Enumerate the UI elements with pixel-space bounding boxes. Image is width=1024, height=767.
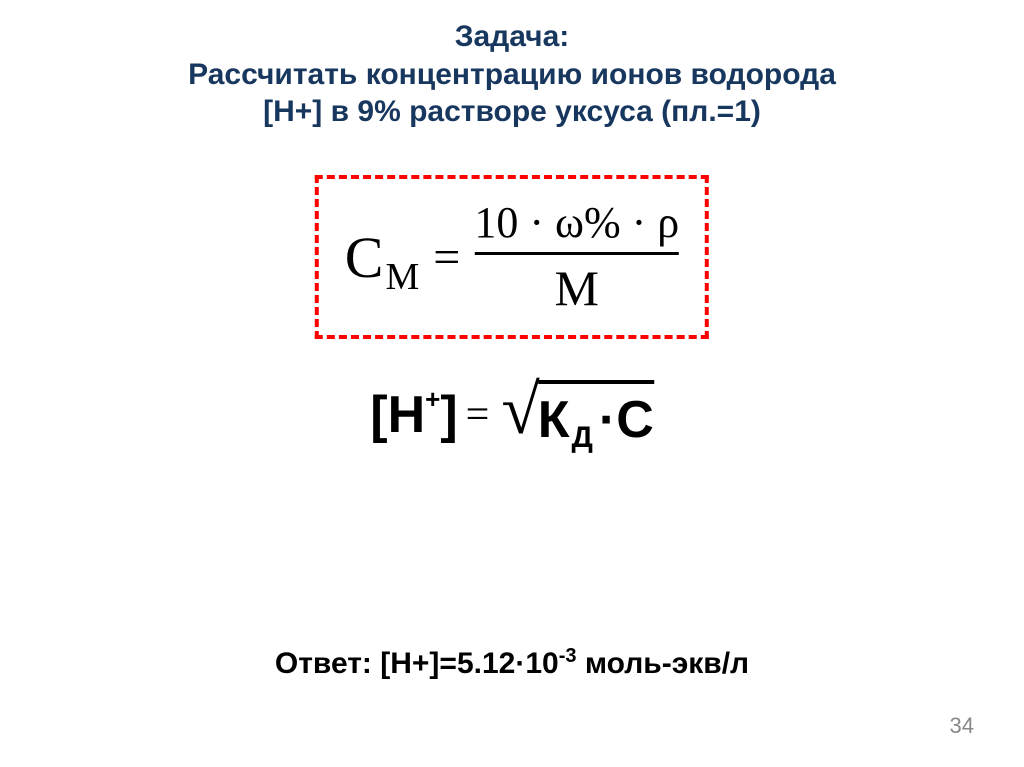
answer-line: Ответ: [H+]=5.12·10-3 моль-экв/л bbox=[0, 645, 1024, 681]
formula2-mul: ·С bbox=[599, 390, 654, 450]
formula1-numerator: 10 · ω% · ρ bbox=[474, 197, 679, 252]
h-concentration-formula: [H + ] = √ К Д ·С bbox=[370, 380, 654, 450]
title-line-1: Задача: bbox=[0, 18, 1024, 56]
title-block: Задача: Рассчитать концентрацию ионов во… bbox=[0, 0, 1024, 131]
molar-concentration-formula: C М = 10 · ω% · ρ M bbox=[345, 197, 679, 317]
radical-icon: √ bbox=[501, 386, 539, 435]
answer-suffix: моль-экв/л bbox=[577, 647, 750, 680]
formula1-base: C bbox=[345, 224, 384, 291]
formula2-k: К bbox=[538, 390, 570, 450]
formula1-left: C М bbox=[345, 224, 419, 291]
formula1-sub: М bbox=[385, 255, 419, 299]
title-line-2: Рассчитать концентрацию ионов водорода bbox=[0, 56, 1024, 94]
formula2-open: [H bbox=[370, 385, 425, 445]
page-number: 34 bbox=[950, 713, 974, 739]
title-line-3: [H+] в 9% растворе уксуса (пл.=1) bbox=[0, 93, 1024, 131]
formula1-equals: = bbox=[433, 230, 460, 285]
formula1-denominator: M bbox=[555, 255, 599, 317]
answer-prefix: Ответ: [H+]=5.12·10 bbox=[275, 647, 559, 680]
formula2-equals: = bbox=[466, 391, 490, 439]
formula2-left: [H + ] bbox=[370, 385, 457, 445]
formula2-radicand: К Д ·С bbox=[538, 380, 654, 450]
formula2-close: ] bbox=[440, 385, 457, 445]
formula2-ksub: Д bbox=[572, 421, 593, 455]
formula2-sup: + bbox=[425, 384, 440, 415]
formula1-fraction: 10 · ω% · ρ M bbox=[474, 197, 679, 317]
answer-exp: -3 bbox=[559, 645, 577, 667]
formula2-sqrt: √ К Д ·С bbox=[501, 380, 653, 450]
formula-box: C М = 10 · ω% · ρ M bbox=[315, 175, 709, 339]
